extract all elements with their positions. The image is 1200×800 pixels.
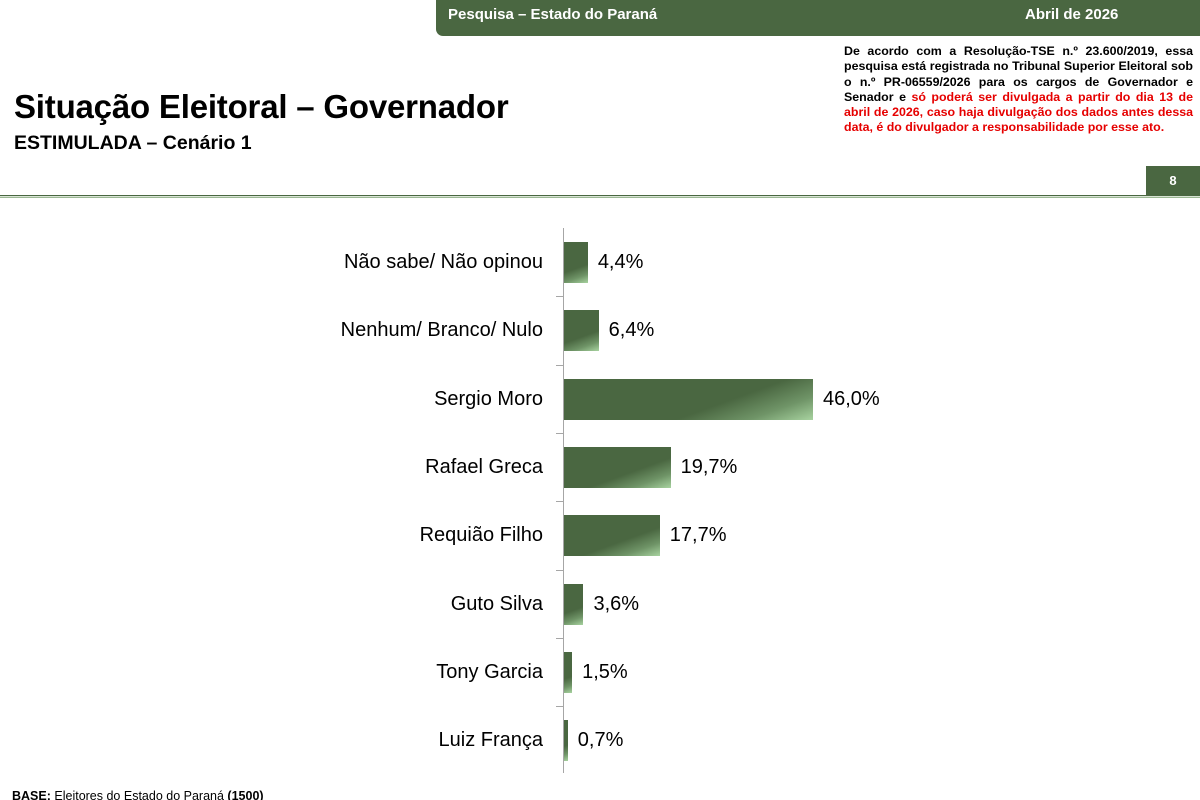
bar-row: Requião Filho 17,7% xyxy=(0,501,1200,569)
survey-label: Pesquisa – Estado do Paraná xyxy=(448,6,658,23)
value-label: 4,4% xyxy=(597,251,644,273)
bar-row: Luiz França 0,7% xyxy=(0,706,1200,774)
category-label: Requião Filho xyxy=(419,524,543,547)
top-banner: Pesquisa – Estado do Paraná Abril de 202… xyxy=(436,0,1200,36)
value-label: 46,0% xyxy=(823,387,880,410)
header-divider xyxy=(0,195,1200,198)
disclaimer-text: De acordo com a Resolução-TSE n.º 23.600… xyxy=(844,44,1193,104)
footer-base-note: BASE: Eleitores do Estado do Paraná (150… xyxy=(12,789,264,800)
bar xyxy=(564,446,671,488)
axis-tick xyxy=(556,296,563,298)
category-label: Rafael Greca xyxy=(425,455,543,478)
tse-disclaimer: De acordo com a Resolução-TSE n.º 23.600… xyxy=(844,44,1193,136)
bar-row: Tony Garcia 1,5% xyxy=(0,638,1200,706)
bar xyxy=(564,242,588,283)
category-label: Sergio Moro xyxy=(434,387,543,410)
bar xyxy=(564,651,573,693)
value-label: 3,6% xyxy=(593,592,640,615)
category-label: Guto Silva xyxy=(450,592,543,615)
axis-tick xyxy=(556,364,563,366)
base-count: (1500) xyxy=(227,789,264,800)
date-label: Abril de 2026 xyxy=(1025,6,1119,23)
axis-tick xyxy=(556,706,563,708)
base-text: Eleitores do Estado do Paraná xyxy=(50,789,228,800)
category-label: Luiz França xyxy=(438,729,544,752)
bar xyxy=(564,310,599,352)
value-label: 19,7% xyxy=(680,455,738,478)
category-label: Tony Garcia xyxy=(436,660,543,683)
bar-row: Não sabe/ Não opinou 4,4% xyxy=(0,228,1200,296)
page-number-badge: 8 xyxy=(1146,166,1200,196)
page-title: Situação Eleitoral – Governador xyxy=(14,88,509,125)
value-label: 17,7% xyxy=(669,524,727,547)
page-subtitle: ESTIMULADA – Cenário 1 xyxy=(14,132,252,154)
bar-chart: Não sabe/ Não opinou 4,4% Nenhum/ Branco/ … xyxy=(0,228,1200,773)
bar xyxy=(564,515,660,557)
value-label: 1,5% xyxy=(582,660,628,683)
axis-tick xyxy=(556,637,563,639)
bar-row: Sergio Moro 46,0% xyxy=(0,365,1200,433)
axis-tick xyxy=(556,501,563,503)
bar-row: Nenhum/ Branco/ Nulo 6,4% xyxy=(0,296,1200,364)
bar xyxy=(564,378,813,420)
base-label: BASE: xyxy=(12,789,51,800)
category-label: Não sabe/ Não opinou xyxy=(343,251,543,273)
bar xyxy=(564,720,568,762)
axis-tick xyxy=(556,432,563,434)
category-label: Nenhum/ Branco/ Nulo xyxy=(340,319,543,342)
disclaimer-warning-text: só poderá ser divulgada a partir do dia … xyxy=(844,89,1193,135)
axis-tick xyxy=(556,569,563,571)
bar xyxy=(564,583,584,625)
value-label: 0,7% xyxy=(577,729,624,752)
value-label: 6,4% xyxy=(608,319,655,342)
category-axis xyxy=(563,228,564,773)
bar-row: Guto Silva 3,6% xyxy=(0,570,1200,638)
bar-row: Rafael Greca 19,7% xyxy=(0,433,1200,501)
